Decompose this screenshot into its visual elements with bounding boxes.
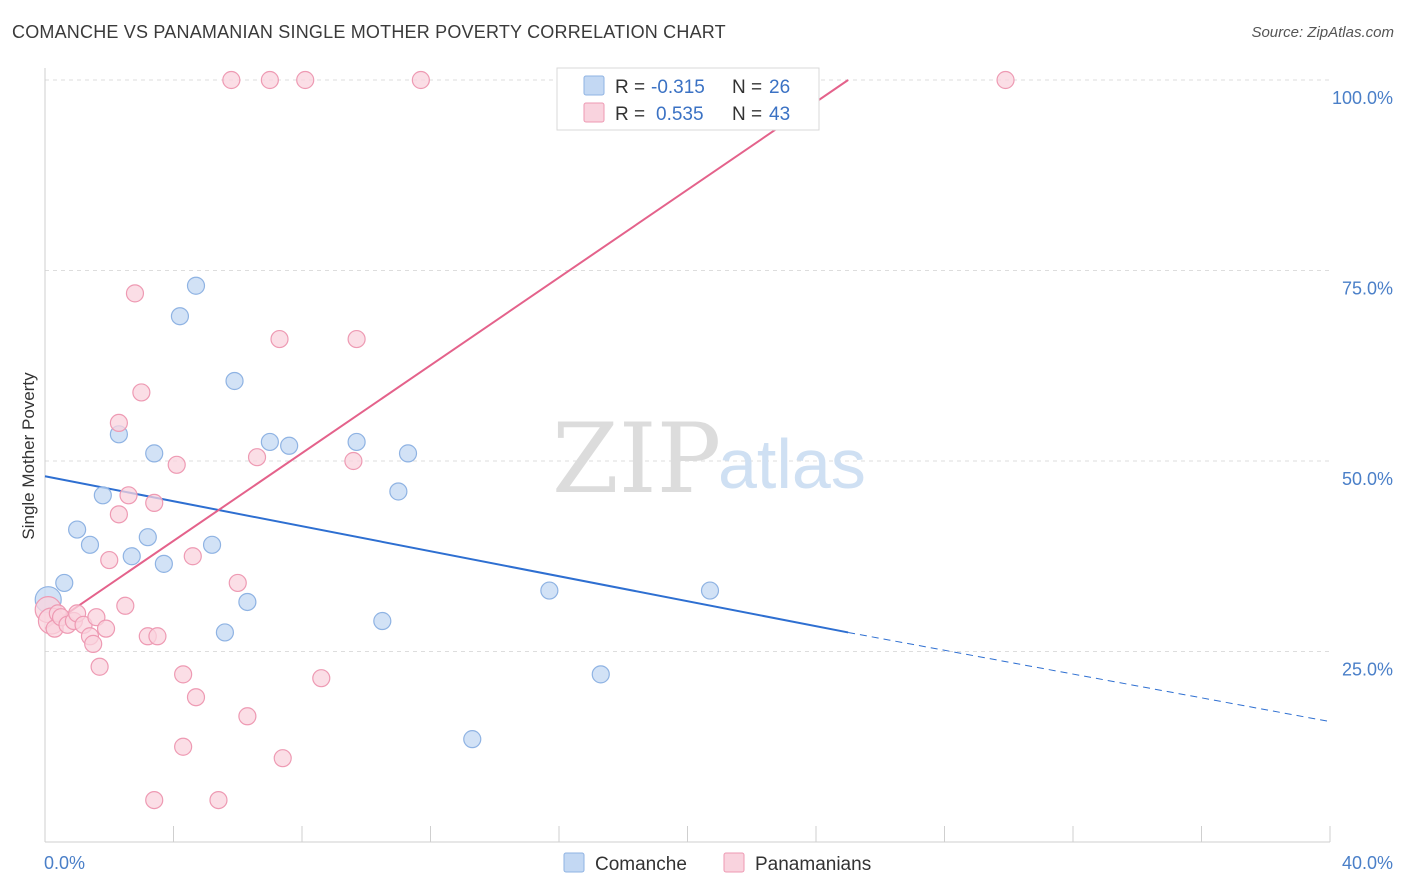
- panamanian-point: [174, 737, 193, 756]
- comanche-point: [238, 592, 257, 612]
- stats-legend-n-label-panamanian: N =: [732, 104, 762, 125]
- comanche-point: [398, 444, 418, 463]
- comanche-point: [145, 444, 164, 463]
- panamanian-point: [183, 547, 202, 566]
- y-tick-label: 100.0%: [1332, 88, 1393, 108]
- panamanian-point: [145, 493, 164, 513]
- panamanian-point: [347, 329, 366, 349]
- panamanian-point: [312, 669, 331, 688]
- stats-legend-r-value-comanche: -0.315: [651, 77, 705, 98]
- comanche-point: [700, 581, 720, 600]
- comanche-point: [463, 730, 482, 749]
- chart-title: COMANCHE VS PANAMANIAN SINGLE MOTHER POV…: [12, 22, 726, 42]
- comanche-point: [373, 611, 392, 631]
- y-tick-labels: 25.0% 50.0% 75.0% 100.0%: [1332, 88, 1393, 680]
- panamanian-point: [344, 451, 363, 471]
- legend-label-comanche: Comanche: [595, 854, 687, 875]
- panamanian-point: [109, 413, 128, 432]
- panamanian-point: [270, 329, 289, 349]
- comanche-point: [280, 436, 299, 455]
- panamanian-point: [186, 688, 206, 707]
- stats-legend-r-value-panamanian: 0.535: [656, 104, 704, 125]
- panamanian-point: [260, 70, 279, 90]
- comanche-point: [389, 482, 408, 501]
- panamanian-point: [296, 70, 315, 90]
- panamanian-point: [238, 707, 257, 726]
- gridlines: [45, 79, 1330, 652]
- panamanian-point: [148, 627, 167, 646]
- legend-swatch-panamanian: [723, 852, 745, 873]
- x-tick-label-min: 0.0%: [44, 853, 85, 873]
- stats-legend-n-label-comanche: N =: [732, 77, 762, 98]
- comanche-point: [170, 307, 190, 326]
- trendlines: [44, 79, 1331, 723]
- comanche-point: [138, 528, 157, 547]
- panamanian-point: [116, 596, 135, 615]
- watermark-atlas: atlas: [718, 425, 866, 503]
- comanche-point: [154, 554, 173, 573]
- y-tick-label: 25.0%: [1342, 660, 1393, 680]
- comanche-point: [55, 573, 74, 593]
- trendline-comanche: [44, 475, 849, 634]
- panamanian-point: [90, 657, 109, 676]
- x-tick-label-max: 40.0%: [1342, 853, 1393, 873]
- stats-legend-swatch-comanche: [583, 75, 605, 96]
- panamanian-points: [34, 70, 1015, 810]
- stats-legend-r-label-panamanian: R =: [615, 104, 645, 125]
- legend-swatch-comanche: [563, 852, 585, 873]
- panamanian-point: [209, 790, 228, 810]
- panamanian-point: [119, 486, 138, 505]
- chart-source: Source: ZipAtlas.com: [1251, 24, 1394, 41]
- comanche-point: [260, 432, 279, 452]
- panamanian-point: [174, 665, 193, 684]
- comanche-point: [68, 520, 87, 539]
- panamanian-point: [228, 573, 247, 593]
- x-ticks: [44, 826, 1331, 842]
- comanche-point: [540, 581, 559, 600]
- trendline-panamanian: [44, 79, 849, 630]
- comanche-point: [186, 276, 206, 295]
- comanche-points: [34, 276, 720, 749]
- comanche-point: [122, 547, 141, 566]
- y-tick-label: 75.0%: [1342, 279, 1393, 299]
- y-tick-label: 50.0%: [1342, 469, 1393, 489]
- comanche-point: [93, 486, 112, 505]
- panamanian-point: [109, 505, 128, 524]
- comanche-point: [225, 371, 244, 391]
- panamanian-point: [996, 70, 1015, 90]
- trendline-comanche-extension: [848, 631, 1331, 723]
- panamanian-point: [222, 70, 241, 90]
- stats-legend: R = -0.315 N = 26 R = 0.535 N = 43: [556, 67, 820, 131]
- panamanian-point: [167, 455, 186, 474]
- bottom-legend: Comanche Panamanians: [563, 852, 871, 875]
- comanche-point: [591, 665, 610, 684]
- comanche-point: [202, 535, 222, 554]
- comanche-point: [215, 623, 234, 642]
- watermark-zip: ZIP: [552, 403, 721, 515]
- watermark: ZIP atlas: [552, 403, 866, 515]
- y-axis-label: Single Mother Poverty: [19, 372, 38, 540]
- panamanian-point: [273, 749, 292, 768]
- legend-label-panamanian: Panamanians: [755, 854, 871, 875]
- stats-legend-swatch-panamanian: [583, 102, 605, 123]
- panamanian-point: [132, 383, 151, 402]
- stats-legend-r-label-comanche: R =: [615, 77, 645, 98]
- stats-legend-n-value-comanche: 26: [769, 77, 790, 98]
- panamanian-point: [125, 284, 145, 303]
- panamanian-point: [84, 634, 103, 653]
- panamanian-point: [247, 448, 267, 467]
- panamanian-point: [411, 70, 430, 90]
- stats-legend-n-value-panamanian: 43: [769, 104, 790, 125]
- comanche-point: [347, 432, 366, 452]
- panamanian-point: [145, 790, 164, 810]
- comanche-point: [80, 535, 100, 554]
- panamanian-point: [96, 619, 116, 638]
- panamanian-point: [100, 550, 119, 570]
